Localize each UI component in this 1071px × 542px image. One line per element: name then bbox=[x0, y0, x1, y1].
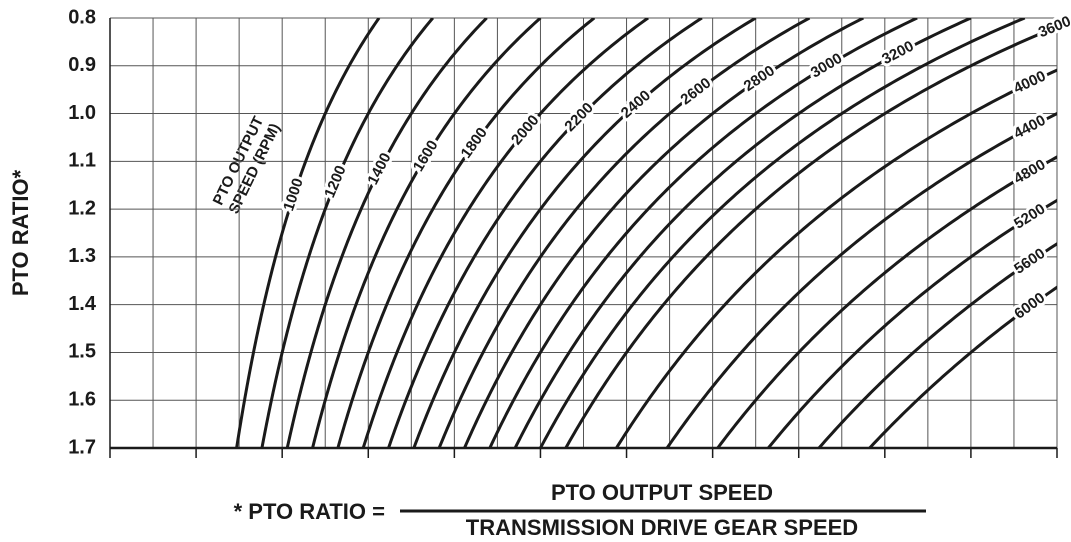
curve bbox=[285, 18, 488, 448]
curve bbox=[665, 111, 1057, 448]
y-tick-label: 1.1 bbox=[68, 150, 96, 172]
curve-label: 3000 bbox=[808, 50, 845, 82]
curve-label: 1600 bbox=[410, 137, 442, 174]
curve bbox=[615, 68, 1057, 448]
curve bbox=[767, 198, 1057, 448]
curve bbox=[361, 18, 649, 448]
y-tick-label: 1.7 bbox=[68, 436, 96, 458]
curve-label: 5200 bbox=[1011, 200, 1048, 232]
curve bbox=[437, 18, 811, 448]
y-tick-label: 1.4 bbox=[68, 293, 97, 315]
curve bbox=[260, 18, 434, 448]
footnote-denominator: TRANSMISSION DRIVE GEAR SPEED bbox=[466, 515, 858, 540]
curve-label: 3600 bbox=[1036, 13, 1071, 41]
curve bbox=[716, 155, 1057, 448]
curve-label: 4000 bbox=[1011, 67, 1048, 97]
y-tick-label: 1.6 bbox=[68, 389, 96, 411]
curve-label: 1000 bbox=[280, 176, 307, 213]
footnote-numerator: PTO OUTPUT SPEED bbox=[551, 480, 773, 505]
curve bbox=[564, 25, 1057, 448]
y-tick-label: 1.5 bbox=[68, 341, 96, 363]
curve bbox=[868, 285, 1057, 448]
curve bbox=[336, 18, 596, 448]
y-tick-label: 0.9 bbox=[68, 54, 96, 76]
curve bbox=[817, 242, 1057, 448]
curve bbox=[311, 18, 542, 448]
curve-label: 6000 bbox=[1011, 289, 1048, 322]
y-tick-label: 0.8 bbox=[68, 6, 96, 28]
curve bbox=[235, 18, 381, 448]
curve bbox=[539, 18, 1026, 448]
curve-label: 5600 bbox=[1011, 245, 1048, 278]
curve-label: 2600 bbox=[677, 75, 714, 109]
curve bbox=[463, 18, 864, 448]
y-tick-label: 1.3 bbox=[68, 245, 96, 267]
curve bbox=[387, 18, 703, 448]
footnote-prefix: * PTO RATIO = bbox=[234, 499, 385, 524]
curves bbox=[235, 18, 1057, 448]
curve-label: 2800 bbox=[741, 62, 778, 95]
curve bbox=[488, 18, 918, 448]
y-axis-title: PTO RATIO* bbox=[8, 169, 33, 296]
curve-label: 4400 bbox=[1011, 112, 1048, 143]
y-tick-label: 1.2 bbox=[68, 197, 96, 219]
curve bbox=[412, 18, 757, 448]
annotation: PTO OUTPUT SPEED (RPM) bbox=[210, 114, 284, 217]
y-tick-label: 1.0 bbox=[68, 102, 96, 124]
curve-label: 1400 bbox=[364, 150, 394, 187]
curve bbox=[513, 18, 972, 448]
